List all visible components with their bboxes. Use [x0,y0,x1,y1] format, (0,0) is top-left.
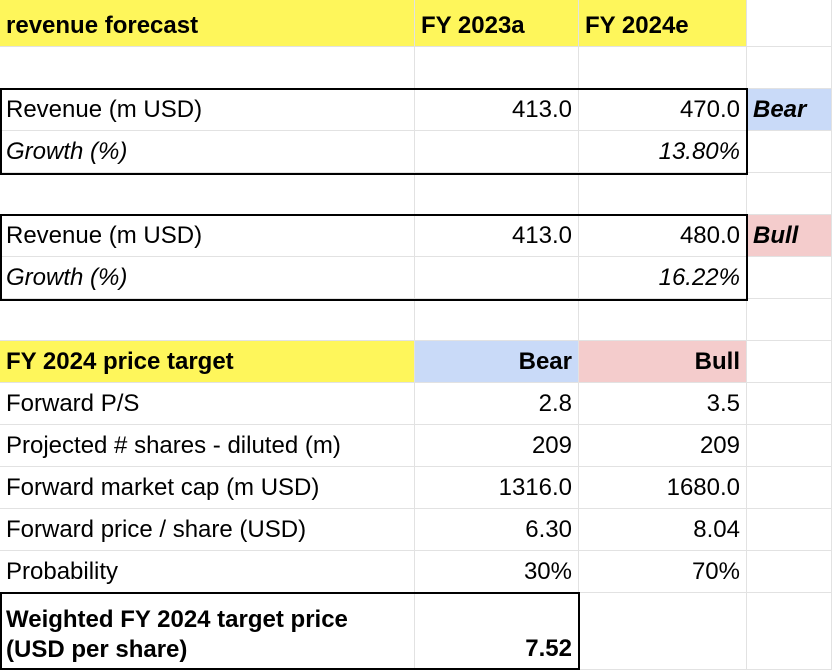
cell-row-label[interactable]: Forward market cap (m USD) [0,467,415,509]
cell-empty[interactable] [747,467,832,509]
cell-empty[interactable] [415,299,579,341]
cell-bear-revenue-2024[interactable]: 470.0 [579,89,747,131]
cell-bear-value[interactable]: 6.30 [415,509,579,551]
cell-col-fy2024[interactable]: FY 2024e [579,0,747,47]
cell-col-bear[interactable]: Bear [415,341,579,383]
cell-col-fy2023[interactable]: FY 2023a [415,0,579,47]
cell-row-label[interactable]: Probability [0,551,415,593]
cell-empty[interactable] [747,551,832,593]
cell-bull-revenue-2024[interactable]: 480.0 [579,215,747,257]
cell-empty[interactable] [415,131,579,173]
table-row: Forward market cap (m USD) 1316.0 1680.0 [0,467,832,509]
cell-row-label[interactable]: Forward P/S [0,383,415,425]
cell-bull-revenue-label[interactable]: Revenue (m USD) [0,215,415,257]
cell-empty[interactable] [747,131,832,173]
table-row: Forward price / share (USD) 6.30 8.04 [0,509,832,551]
cell-empty[interactable] [579,47,747,89]
cell-bull-growth-label[interactable]: Growth (%) [0,257,415,299]
cell-weighted-value[interactable]: 7.52 [415,593,579,670]
cell-empty[interactable] [415,257,579,299]
cell-bull-value[interactable]: 1680.0 [579,467,747,509]
cell-empty[interactable] [747,173,832,215]
cell-revenue-forecast-title[interactable]: revenue forecast [0,0,415,47]
weighted-target-row: Weighted FY 2024 target price (USD per s… [0,593,832,670]
price-target-header-row: FY 2024 price target Bear Bull [0,341,832,383]
cell-empty[interactable] [579,593,747,670]
cell-empty[interactable] [0,47,415,89]
bear-growth-row: Growth (%) 13.80% [0,131,832,173]
cell-empty[interactable] [747,509,832,551]
cell-bear-value[interactable]: 1316.0 [415,467,579,509]
spacer-row [0,47,832,89]
cell-bull-revenue-2023[interactable]: 413.0 [415,215,579,257]
cell-bear-value[interactable]: 30% [415,551,579,593]
cell-bear-revenue-label[interactable]: Revenue (m USD) [0,89,415,131]
cell-empty[interactable] [747,257,832,299]
cell-bull-value[interactable]: 8.04 [579,509,747,551]
cell-bull-value[interactable]: 70% [579,551,747,593]
cell-price-target-title[interactable]: FY 2024 price target [0,341,415,383]
cell-empty[interactable] [579,299,747,341]
cell-bear-growth-2024[interactable]: 13.80% [579,131,747,173]
table-row: Probability 30% 70% [0,551,832,593]
cell-empty[interactable] [747,425,832,467]
bear-revenue-row: Revenue (m USD) 413.0 470.0 Bear [0,89,832,131]
cell-bull-tag[interactable]: Bull [747,215,832,257]
spacer-row [0,173,832,215]
cell-empty[interactable] [747,0,832,47]
cell-empty[interactable] [415,47,579,89]
cell-empty[interactable] [0,299,415,341]
cell-bull-growth-2024[interactable]: 16.22% [579,257,747,299]
cell-row-label[interactable]: Projected # shares - diluted (m) [0,425,415,467]
cell-bear-revenue-2023[interactable]: 413.0 [415,89,579,131]
cell-empty[interactable] [747,299,832,341]
cell-bear-value[interactable]: 209 [415,425,579,467]
cell-bull-value[interactable]: 209 [579,425,747,467]
cell-empty[interactable] [747,47,832,89]
table-row: Forward P/S 2.8 3.5 [0,383,832,425]
table-row: Projected # shares - diluted (m) 209 209 [0,425,832,467]
cell-bear-tag[interactable]: Bear [747,89,832,131]
cell-bear-value[interactable]: 2.8 [415,383,579,425]
spacer-row [0,299,832,341]
cell-empty[interactable] [0,173,415,215]
cell-bull-value[interactable]: 3.5 [579,383,747,425]
cell-empty[interactable] [747,341,832,383]
cell-empty[interactable] [579,173,747,215]
cell-row-label[interactable]: Forward price / share (USD) [0,509,415,551]
header-row: revenue forecast FY 2023a FY 2024e [0,0,832,47]
bull-revenue-row: Revenue (m USD) 413.0 480.0 Bull [0,215,832,257]
cell-empty[interactable] [415,173,579,215]
cell-col-bull[interactable]: Bull [579,341,747,383]
cell-bear-growth-label[interactable]: Growth (%) [0,131,415,173]
bull-growth-row: Growth (%) 16.22% [0,257,832,299]
cell-weighted-label[interactable]: Weighted FY 2024 target price (USD per s… [0,593,415,670]
cell-empty[interactable] [747,593,832,670]
cell-empty[interactable] [747,383,832,425]
